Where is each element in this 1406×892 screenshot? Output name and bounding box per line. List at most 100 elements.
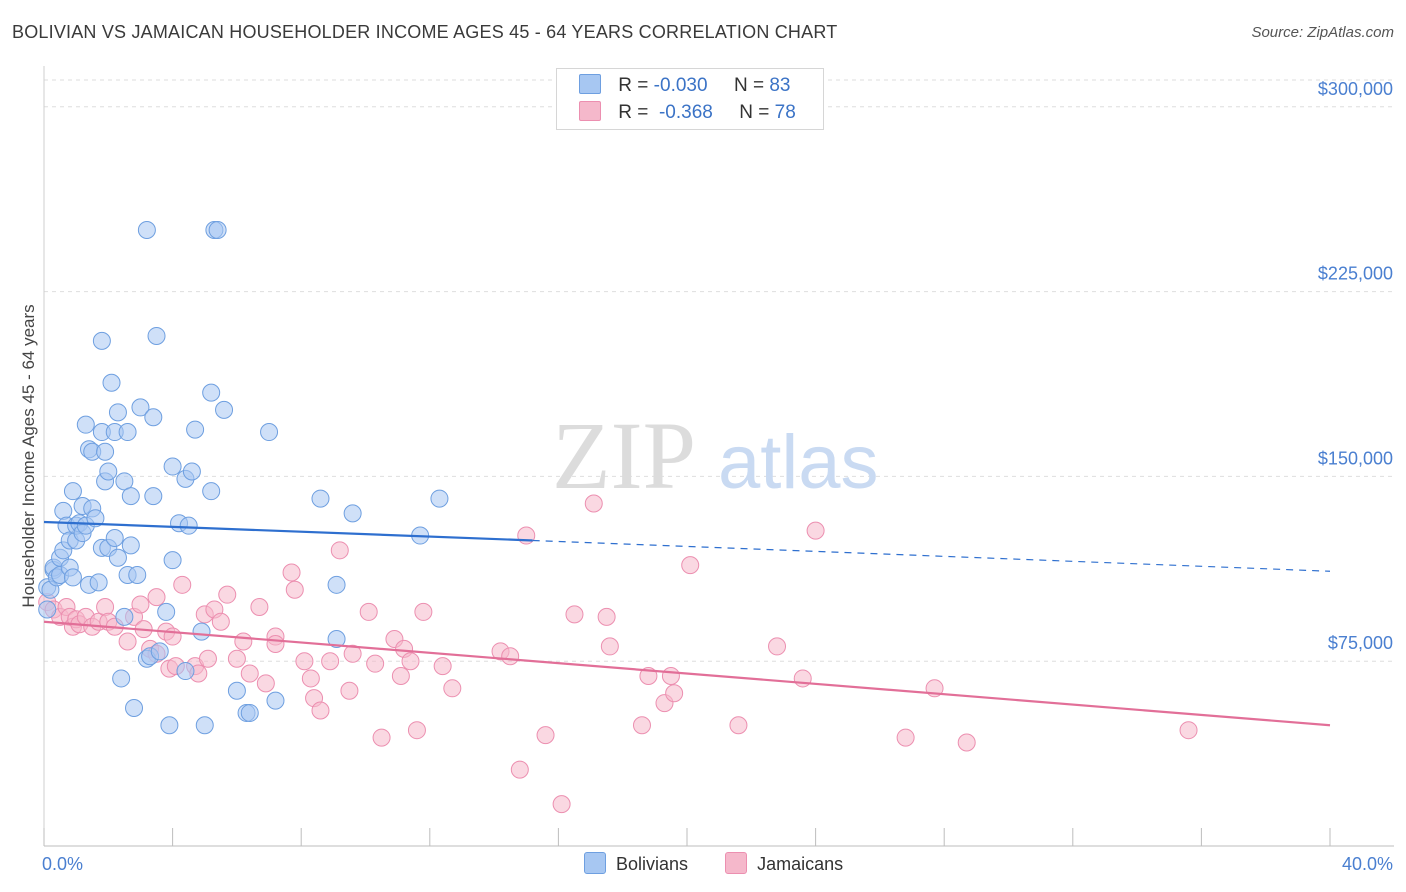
bolivian-point <box>179 516 198 535</box>
bolivian-point <box>137 221 156 239</box>
bolivian-point <box>215 400 234 419</box>
legend-r-value: -0.030 <box>653 75 708 96</box>
y-tick-label: $150,000 <box>1318 448 1393 468</box>
jamaican-point <box>414 602 433 621</box>
jamaican-point <box>266 634 285 653</box>
legend-swatch-blue <box>579 74 601 94</box>
jamaican-point <box>234 632 253 651</box>
legend-row-jamaicans: R = -0.368 N = 78 <box>579 101 796 127</box>
jamaican-point <box>632 716 651 735</box>
bolivian-point <box>202 482 221 501</box>
bolivian-point <box>430 489 449 508</box>
legend-n-value: 78 <box>774 102 796 123</box>
jamaican-point <box>806 521 825 540</box>
bolivian-point <box>144 487 163 506</box>
bolivian-point <box>121 536 140 555</box>
chart-title: BOLIVIAN VS JAMAICAN HOUSEHOLDER INCOME … <box>12 22 838 42</box>
jamaican-point <box>218 585 237 604</box>
bolivian-point <box>115 607 134 626</box>
y-tick-label: $225,000 <box>1318 264 1393 284</box>
bolivian-point <box>240 703 259 722</box>
bolivian-point <box>108 548 127 567</box>
jamaican-point <box>957 733 976 752</box>
jamaican-point <box>896 728 915 747</box>
jamaican-point <box>552 795 571 814</box>
bolivian-point <box>311 489 330 508</box>
jamaican-point <box>597 607 616 626</box>
jamaican-point <box>173 575 192 594</box>
legend-n-label: N = <box>739 102 770 123</box>
jamaican-point <box>584 494 603 513</box>
bolivian-point <box>182 462 201 481</box>
watermark-atlas: atlas <box>718 420 879 505</box>
trend-line-bolivians-extrapolated <box>532 539 1331 572</box>
bottom-legend: Bolivians Jamaicans <box>584 852 875 875</box>
bottom-legend-bolivians: Bolivians <box>584 852 688 875</box>
bolivian-point <box>227 681 246 700</box>
jamaican-point <box>285 580 304 599</box>
jamaican-point <box>147 588 166 607</box>
jamaican-point <box>198 649 217 668</box>
bolivian-point <box>128 565 147 584</box>
bottom-legend-jamaicans: Jamaicans <box>725 852 843 875</box>
jamaican-point <box>321 652 340 671</box>
series-jamaicans-points <box>38 494 1198 814</box>
jamaican-point <box>391 666 410 685</box>
bolivian-point <box>195 716 214 735</box>
bottom-legend-swatch-pink <box>725 852 748 874</box>
bolivian-point <box>63 568 82 587</box>
jamaican-point <box>565 605 584 624</box>
chart-source: Source: ZipAtlas.com <box>1251 24 1394 41</box>
jamaican-point <box>510 760 529 779</box>
jamaican-point <box>311 701 330 720</box>
jamaican-point <box>600 637 619 656</box>
bolivian-point <box>108 403 127 422</box>
legend-swatch-pink <box>579 101 601 121</box>
bolivian-point <box>150 642 169 661</box>
jamaican-point <box>729 716 748 735</box>
legend-r-label: R = <box>618 102 649 123</box>
jamaican-point <box>240 664 259 683</box>
jamaican-point <box>501 647 520 666</box>
y-tick-label: $300,000 <box>1318 79 1393 99</box>
bolivian-point <box>327 630 346 649</box>
jamaican-point <box>340 681 359 700</box>
jamaican-point <box>295 652 314 671</box>
bolivian-point <box>144 408 163 427</box>
bolivian-point <box>343 504 362 523</box>
bolivian-point <box>125 699 144 718</box>
jamaican-point <box>343 644 362 663</box>
bolivian-point <box>99 462 118 481</box>
trend-line-jamaicans <box>43 620 1331 727</box>
jamaican-point <box>211 612 230 631</box>
bolivian-point <box>186 420 205 439</box>
jamaican-point <box>372 728 391 747</box>
bolivian-point <box>131 398 150 417</box>
bolivian-point <box>105 529 124 547</box>
bolivian-point <box>102 373 121 392</box>
jamaican-point <box>433 657 452 676</box>
jamaican-point <box>256 674 275 693</box>
x-tick-labels: 0.0% 40.0% <box>42 854 1393 874</box>
grid-lines <box>44 79 1394 662</box>
bolivian-point <box>192 622 211 641</box>
bolivian-point <box>147 326 166 345</box>
jamaican-point <box>401 652 420 671</box>
bolivian-point <box>163 457 182 476</box>
bolivian-point <box>157 602 176 621</box>
bottom-legend-label-bolivians: Bolivians <box>616 854 689 874</box>
legend-row-bolivians: R = -0.030 N = 83 <box>579 74 790 100</box>
jamaican-point <box>536 726 555 745</box>
jamaican-point <box>227 649 246 668</box>
bolivian-point <box>89 573 108 592</box>
jamaican-point <box>407 721 426 740</box>
bolivian-point <box>266 691 285 710</box>
bolivian-point <box>96 442 115 461</box>
jamaican-point <box>665 684 684 703</box>
bolivian-point <box>160 716 179 735</box>
bolivian-point <box>92 331 111 350</box>
bolivian-point <box>76 415 95 434</box>
watermark: ZIP atlas <box>552 402 879 509</box>
bolivian-point <box>121 487 140 506</box>
